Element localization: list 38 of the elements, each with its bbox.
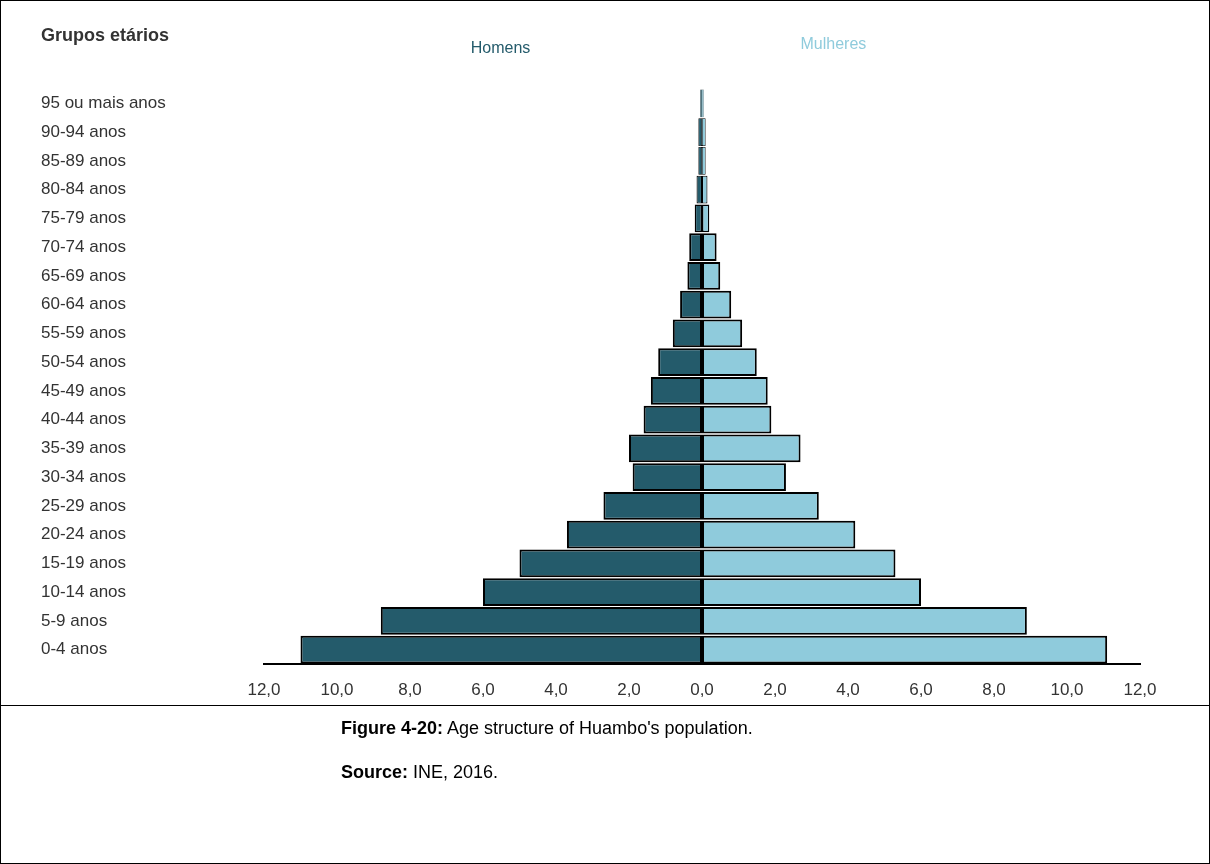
x-tick-label: 8,0 [398, 679, 422, 699]
text: Homens [470, 39, 531, 56]
y-tick-label: 85-89 anos [41, 150, 127, 170]
y-tick-label: 60-64 anos [41, 294, 127, 314]
x-tick-label: 2,0 [763, 679, 787, 699]
y-tick-label: 0-4 anos [41, 639, 108, 659]
x-tick-label: 6,0 [471, 679, 495, 699]
x-tick-label: 4,0 [836, 679, 860, 699]
y-tick-label: 90-94 anos [41, 121, 127, 141]
x-tick-label: 12,0 [247, 679, 281, 699]
y-tick-label: 45-49 anos [41, 380, 127, 400]
y-tick-label: 40-44 anos [41, 409, 127, 429]
y-tick-label: 50-54 anos [41, 351, 127, 371]
x-tick-label: 12,0 [1123, 679, 1157, 699]
x-tick-label: 2,0 [617, 679, 641, 699]
y-tick-label: 55-59 anos [41, 323, 127, 343]
y-tick-label: 5-9 anos [41, 610, 108, 630]
y-tick-label: 20-24 anos [41, 524, 127, 544]
x-tick-label: 4,0 [544, 679, 568, 699]
x-tick-label: 10,0 [320, 679, 354, 699]
y-tick-label: 10-14 anos [41, 581, 127, 601]
y-tick-label: 65-69 anos [41, 265, 127, 285]
x-tick-label: 0,0 [690, 679, 714, 699]
y-tick-label: 25-29 anos [41, 495, 127, 515]
y-tick-label: 35-39 anos [41, 438, 127, 458]
y-tick-label: 70-74 anos [41, 236, 127, 256]
y-axis-title: Grupos etários [41, 25, 170, 46]
x-tick-label: 10,0 [1050, 679, 1084, 699]
y-tick-label: 15-19 anos [41, 553, 127, 573]
text: Mulheres [800, 35, 867, 52]
caption: Figure 4-20: Age structure of Huambo's population. [341, 718, 753, 739]
y-tick-label: 80-84 anos [41, 179, 127, 199]
source-note: Source: INE, 2016. [341, 762, 499, 783]
y-tick-label: 95 ou mais anos [41, 93, 166, 113]
x-tick-label: 6,0 [909, 679, 933, 699]
y-tick-label: 75-79 anos [41, 208, 127, 228]
x-tick-label: 8,0 [982, 679, 1006, 699]
y-tick-label: 30-34 anos [41, 466, 127, 486]
